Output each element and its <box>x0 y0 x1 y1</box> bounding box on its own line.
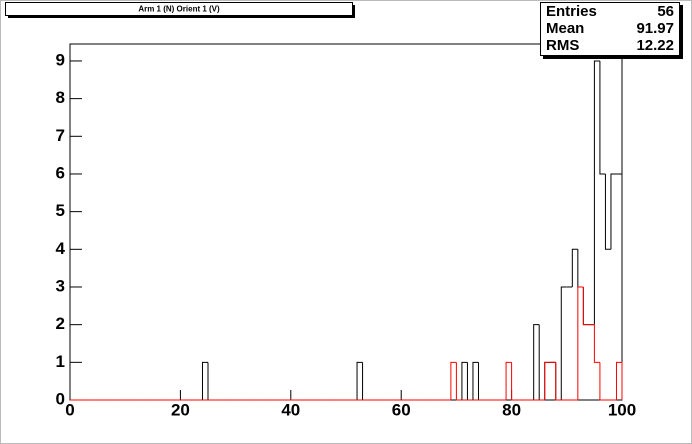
histogram-bin <box>472 361 479 400</box>
y-tick-label: 6 <box>56 163 65 182</box>
histogram-bin <box>455 362 462 401</box>
y-tick-label: 7 <box>56 126 65 145</box>
histogram-bin <box>505 361 512 400</box>
stats-label: Mean <box>546 20 584 37</box>
y-tick-label: 2 <box>56 314 65 333</box>
x-tick-label: 0 <box>65 400 74 419</box>
histogram-bin <box>356 361 363 400</box>
y-tick-label: 0 <box>56 389 65 408</box>
y-tick-label: 9 <box>56 50 65 69</box>
y-tick-label: 4 <box>56 239 66 258</box>
x-tick-label: 100 <box>608 400 636 419</box>
histogram-bin <box>571 248 578 287</box>
histogram-bin <box>577 286 584 400</box>
y-tick-label: 8 <box>56 88 65 107</box>
histogram-bin <box>593 324 600 363</box>
y-tick-label: 3 <box>56 276 65 295</box>
histogram-bin <box>616 173 623 400</box>
stats-value: 91.97 <box>636 20 674 37</box>
x-tick-label: 60 <box>392 400 411 419</box>
histogram-bin <box>450 361 457 400</box>
stats-value: 12.22 <box>636 37 674 54</box>
histogram-bin <box>555 362 562 401</box>
stats-label: Entries <box>546 3 597 20</box>
histogram-bin <box>533 324 540 400</box>
histogram-bin <box>615 361 623 400</box>
histogram-bin <box>599 362 606 401</box>
histogram-bin <box>599 60 606 175</box>
histogram-bin <box>593 60 600 325</box>
histogram-bin <box>201 361 208 400</box>
plot-frame <box>69 43 623 401</box>
histogram-bin <box>604 173 611 250</box>
histogram-bin <box>544 361 551 400</box>
y-tick-label: 1 <box>56 352 65 371</box>
x-tick-label: 80 <box>502 400 521 419</box>
histogram-bin <box>582 286 589 326</box>
y-tick-label: 5 <box>56 201 65 220</box>
histogram-bin <box>511 362 518 401</box>
histogram-bin <box>610 173 617 250</box>
stats-value: 56 <box>657 3 674 20</box>
histogram-bin <box>461 361 468 400</box>
x-tick-label: 40 <box>281 400 300 419</box>
x-tick-label: 20 <box>171 400 190 419</box>
histogram-bin <box>560 286 567 400</box>
stats-label: RMS <box>546 37 579 54</box>
stats-box <box>540 2 680 56</box>
title-box <box>5 2 353 16</box>
chart-title: Arm 1 (N) Orient 1 (V) <box>138 5 220 14</box>
